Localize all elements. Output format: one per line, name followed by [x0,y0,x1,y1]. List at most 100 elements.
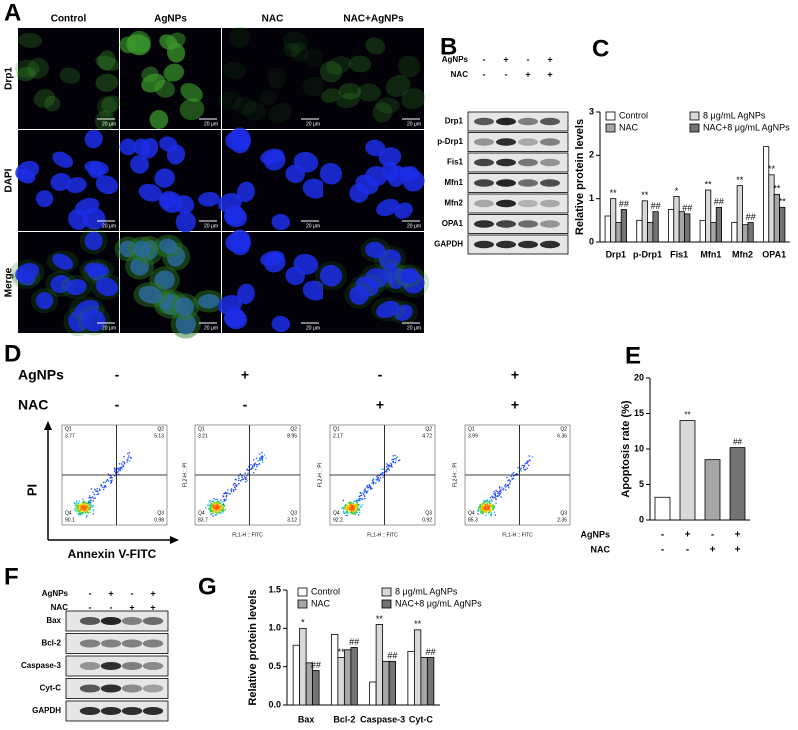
cell-nucleus [95,175,118,195]
flow-event [129,456,132,459]
cell-nucleus [95,73,119,92]
flow-event [86,514,88,517]
flow-event [356,503,358,505]
significance-mark: * [301,618,305,628]
flow-event [488,506,491,509]
treatment-sign: + [685,530,691,541]
flow-event [80,508,82,511]
blot-band [79,707,101,715]
flow-event [103,481,105,484]
treatment-sign: + [511,397,519,413]
flow-event [342,510,345,513]
legend-label: 8 μg/mL AgNPs [395,586,458,596]
significance-mark: ** [376,614,384,624]
flow-event [256,465,258,468]
flow-event [212,509,214,511]
flow-event [90,504,93,506]
y-tick-label: 2 [589,150,594,160]
flow-event [227,492,229,494]
flow-event [353,504,355,506]
blot-band [100,617,122,625]
flow-event [355,503,357,505]
flow-event [83,503,85,505]
cell-nucleus [179,98,205,121]
treatment-label: AgNPs [42,589,69,598]
quadrant-value: 92.2 [333,517,343,523]
flow-event [76,500,78,502]
flow-event [360,494,363,497]
flow-event [123,455,125,458]
flow-event [492,496,494,498]
blot-strip [65,678,169,699]
flow-event [84,507,86,509]
flow-event [225,496,228,498]
flow-event [377,477,379,480]
flow-event [223,492,225,495]
flow-event [522,466,525,469]
flow-event [100,484,102,486]
flow-event [217,502,219,504]
flow-event [216,501,218,503]
flow-event [222,508,224,510]
bar [312,670,320,706]
blot-band [474,158,494,167]
flow-event [90,499,92,501]
y-channel-label: FL2-H :: PI [317,463,323,487]
flow-event [487,506,490,509]
flow-event [358,503,360,506]
flow-event [122,461,124,463]
treatment-sign: - [686,545,689,556]
flow-event [212,504,215,507]
flow-event [526,461,528,463]
flow-event [357,509,359,511]
flow-event [235,479,237,481]
protein-label: GAPDH [32,706,61,715]
flow-event [490,504,493,506]
y-tick-label: 15 [634,408,644,418]
flow-event [491,500,493,502]
flow-event [488,508,490,511]
flow-event [113,467,116,469]
flow-event [217,511,219,513]
flow-event [492,509,494,511]
flow-event [85,506,87,508]
significance-mark: ** [610,188,618,198]
flow-event [482,501,485,503]
legend-label: NAC+8 μg/mL AgNPs [703,122,790,132]
flow-event [216,503,218,505]
treatment-label: AgNPs [442,55,469,64]
flow-event [77,510,80,512]
treatment-label: AgNPs [18,367,64,383]
scale-bar-label: 20 μm [102,325,116,331]
flow-event [90,497,92,499]
flow-event [103,486,106,488]
flow-event [481,510,483,512]
flow-event [493,506,495,508]
flow-event [74,509,76,512]
cell-nucleus [222,61,247,80]
flow-event [384,471,386,473]
flow-event [77,509,79,511]
bar [731,222,738,243]
flow-event [90,506,92,509]
flow-event [502,489,504,491]
flow-event [96,493,98,496]
flow-event [238,483,240,485]
flow-event [215,506,218,509]
flow-event [217,507,219,510]
flow-event [78,514,80,516]
flow-event [211,503,214,506]
flow-event [372,480,374,482]
flow-event [76,502,78,504]
flow-event [484,505,486,507]
cell-nucleus [225,232,252,253]
flow-event [507,485,510,487]
blot-band [540,199,560,208]
treatment-sign: + [710,545,716,556]
flow-event [498,490,500,493]
flow-event [97,492,99,494]
flow-event [239,480,242,482]
flow-event [73,502,75,505]
flow-event [245,481,247,483]
